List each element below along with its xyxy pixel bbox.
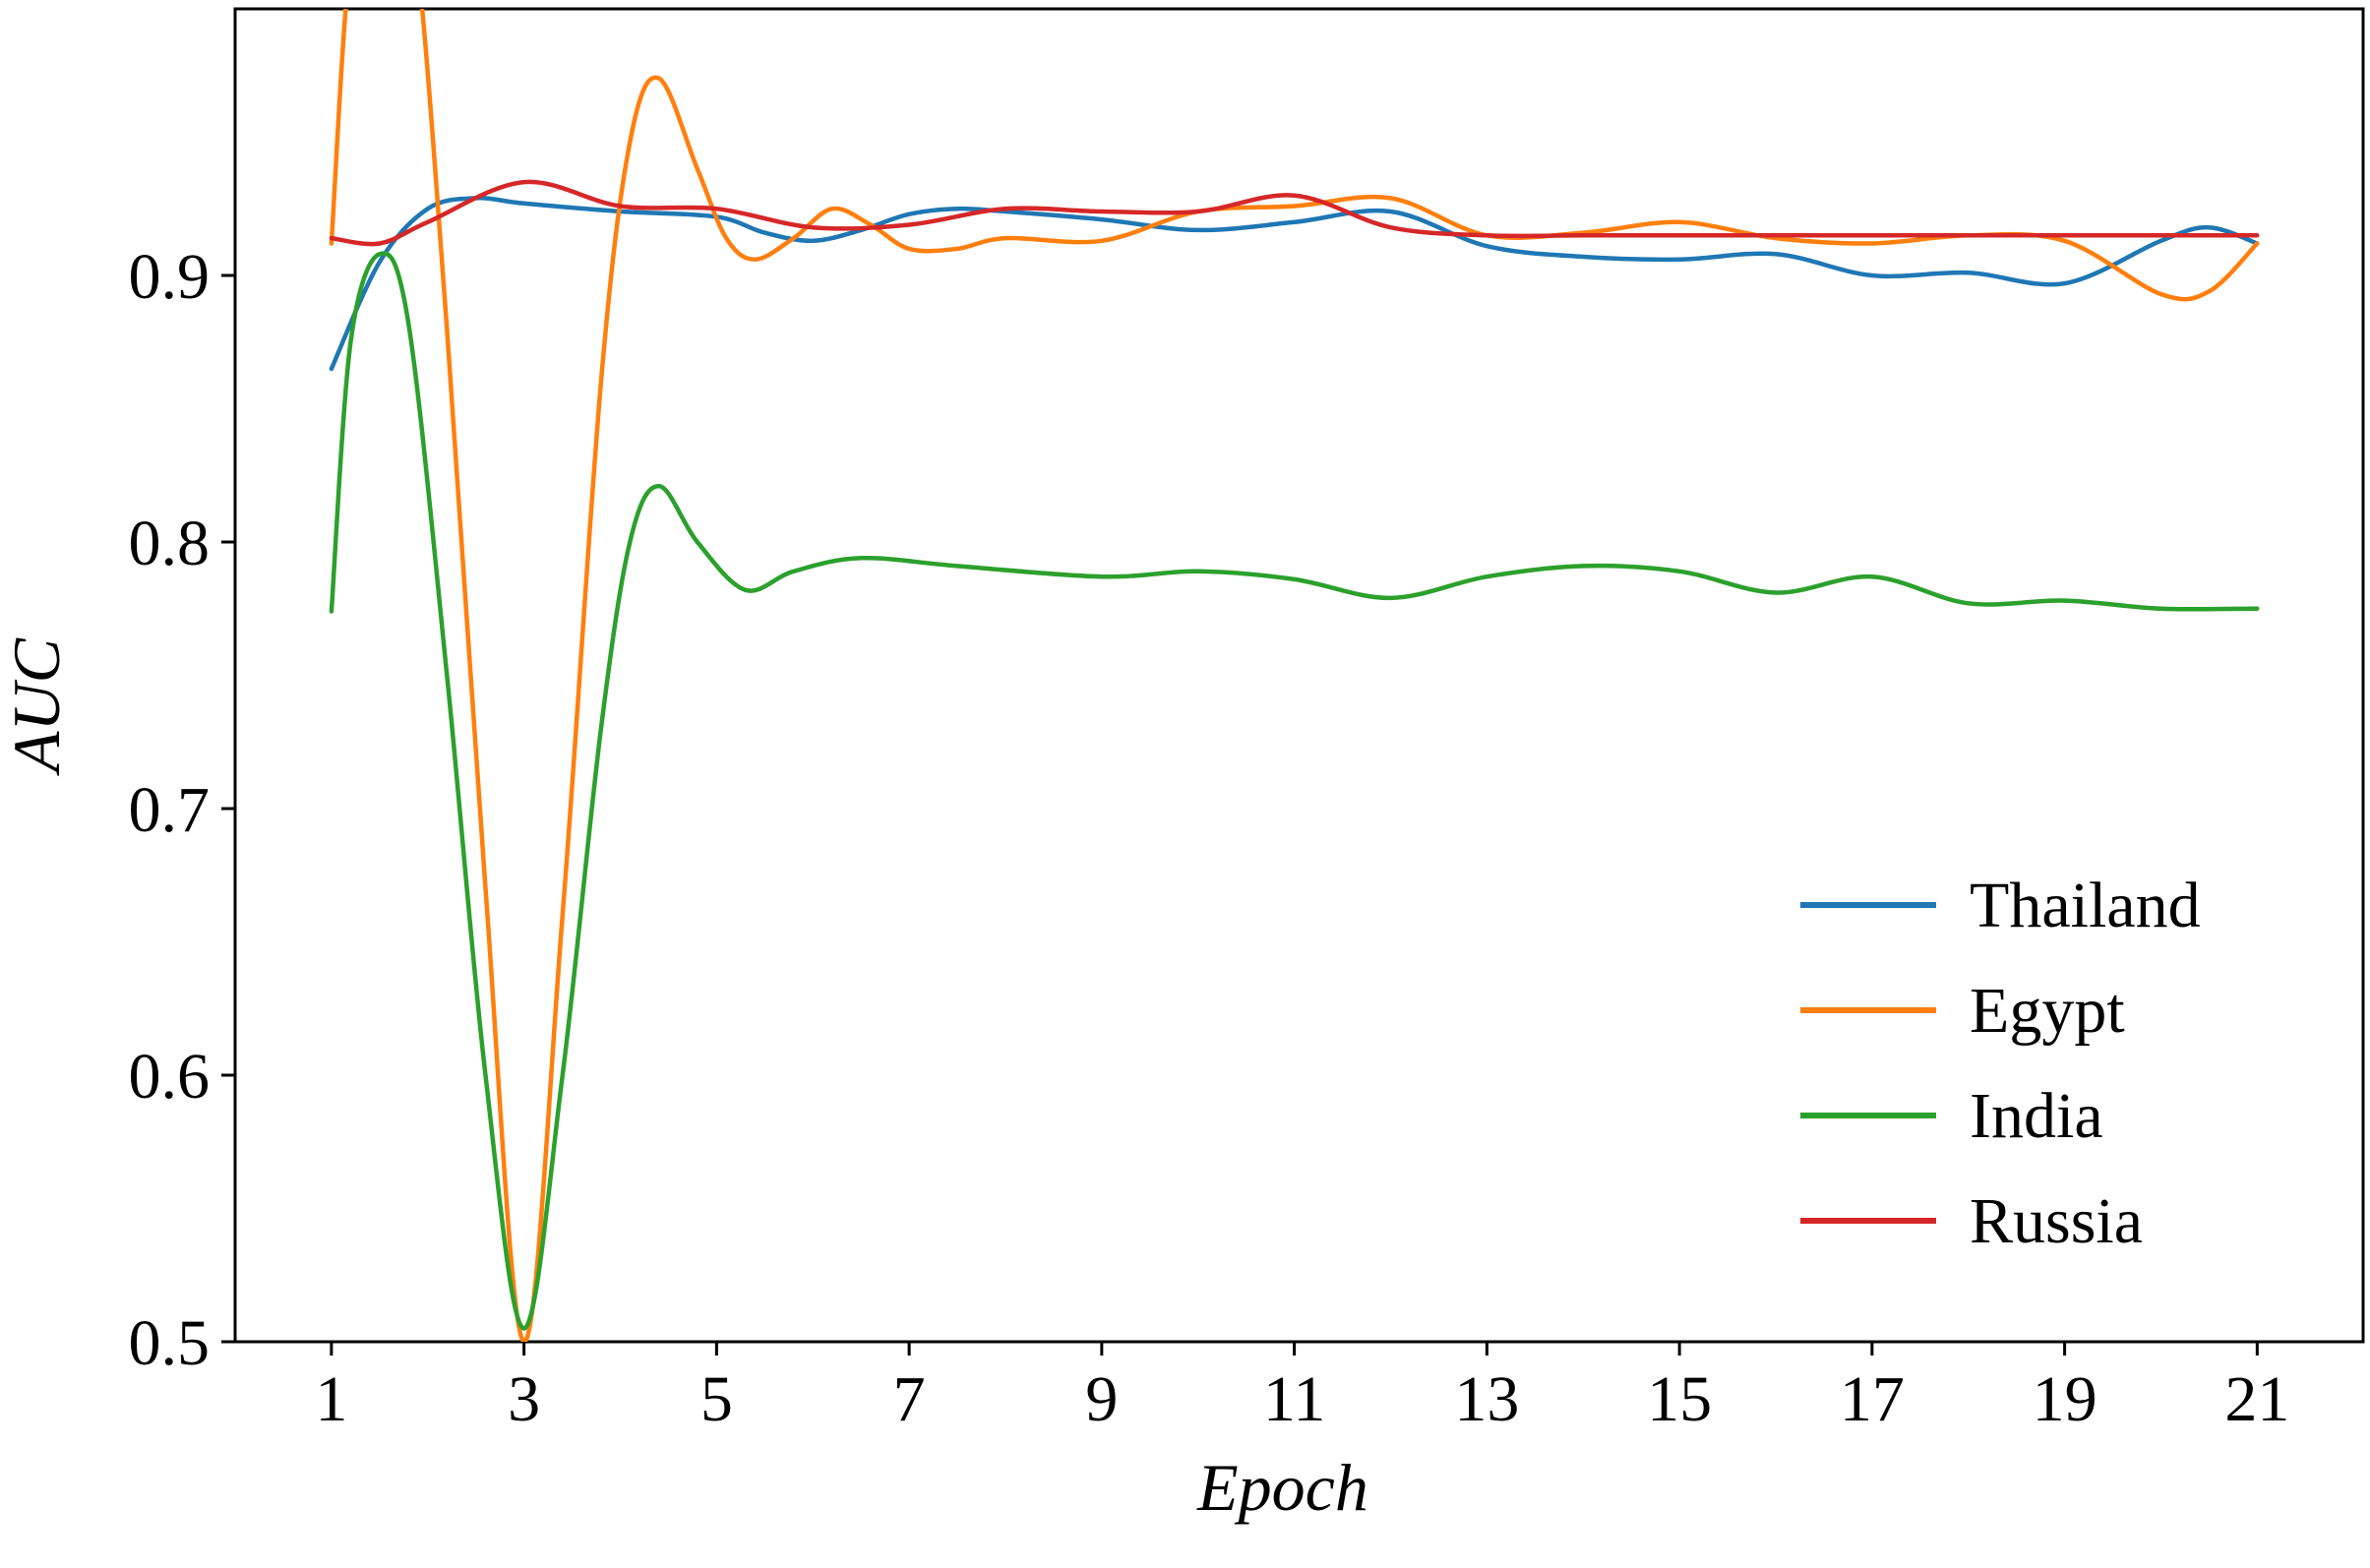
plot-frame	[233, 7, 2365, 1344]
x-tick-label: 21	[2224, 1363, 2289, 1435]
x-tick-label: 3	[508, 1363, 540, 1435]
y-tick-label: 0.8	[129, 508, 211, 579]
series-layer	[329, 9, 2260, 1342]
x-tick-label: 13	[1454, 1363, 1519, 1435]
series-line-thailand	[329, 196, 2260, 372]
legend-label-thailand: Thailand	[1970, 870, 2201, 941]
legend: Thailand Egypt India Russia	[1800, 870, 2201, 1257]
series-line-egypt	[329, 9, 2260, 1342]
x-tick-label: 17	[1840, 1363, 1905, 1435]
y-tick-label: 0.9	[129, 241, 211, 313]
x-tick-label: 11	[1263, 1363, 1326, 1435]
series-line-russia	[329, 179, 2260, 247]
y-tick-label: 0.5	[129, 1307, 211, 1379]
x-tick-label: 1	[315, 1363, 347, 1435]
legend-label-russia: Russia	[1970, 1185, 2143, 1257]
x-axis-ticks: 1 3 5 7 9 11 13 15 17 19 21	[315, 1342, 2289, 1435]
legend-label-egypt: Egypt	[1970, 975, 2125, 1047]
x-tick-label: 5	[700, 1363, 733, 1435]
legend-label-india: India	[1970, 1080, 2103, 1152]
x-tick-label: 19	[2033, 1363, 2097, 1435]
x-tick-label: 9	[1085, 1363, 1118, 1435]
x-tick-label: 7	[893, 1363, 926, 1435]
x-axis-title: Epoch	[1196, 1450, 1368, 1525]
y-tick-label: 0.7	[129, 774, 211, 846]
y-axis-ticks: 0.5 0.6 0.7 0.8 0.9	[129, 241, 235, 1379]
x-tick-label: 15	[1647, 1363, 1712, 1435]
y-axis-title: AUC	[0, 637, 74, 776]
series-line-india	[329, 251, 2260, 1331]
y-tick-label: 0.6	[129, 1041, 211, 1113]
